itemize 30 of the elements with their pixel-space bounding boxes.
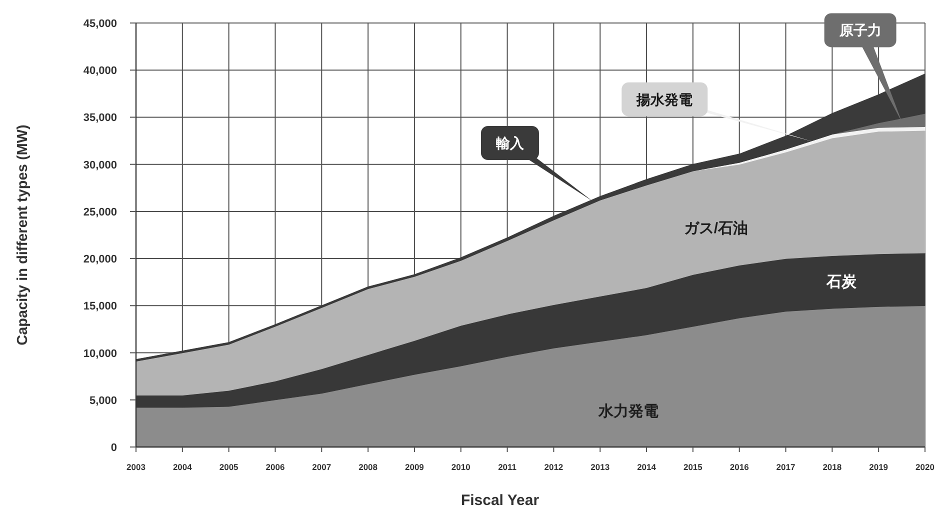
- x-tick-label: 2017: [776, 462, 796, 472]
- x-tick-label: 2004: [172, 462, 192, 472]
- x-tick-label: 2012: [544, 462, 564, 472]
- x-tick-label: 2007: [312, 462, 332, 472]
- x-tick-label: 2008: [358, 462, 378, 472]
- y-tick-label: 15,000: [83, 300, 117, 313]
- y-tick-label: 35,000: [83, 112, 117, 124]
- y-axis-title: Capacity in different types (MW): [15, 124, 31, 346]
- x-axis-title: Fiscal Year: [460, 492, 540, 509]
- y-tick-label: 25,000: [83, 206, 117, 218]
- y-tick-label: 10,000: [83, 348, 117, 360]
- x-tick-label: 2018: [822, 462, 842, 472]
- x-tick-label: 2015: [683, 462, 703, 472]
- y-tick-label: 30,000: [83, 159, 117, 172]
- x-tick-label: 2009: [405, 462, 424, 472]
- y-tick-label: 0: [110, 442, 117, 454]
- x-tick-label: 2003: [126, 462, 146, 472]
- x-tick-label: 2019: [869, 462, 888, 472]
- y-tick-label: 40,000: [83, 65, 117, 78]
- y-tick-label: 5,000: [89, 394, 117, 407]
- x-tick-label: 2005: [219, 462, 239, 472]
- y-tick-label: 45,000: [83, 18, 117, 30]
- x-tick-label: 2016: [730, 462, 750, 472]
- x-tick-label: 2013: [590, 462, 610, 472]
- x-tick-label: 2020: [916, 462, 935, 472]
- x-tick-label: 2014: [637, 462, 656, 472]
- x-tick-label: 2011: [498, 462, 517, 472]
- x-tick-label: 2006: [266, 462, 285, 472]
- y-tick-label: 20,000: [83, 254, 117, 266]
- x-tick-label: 2010: [451, 462, 471, 472]
